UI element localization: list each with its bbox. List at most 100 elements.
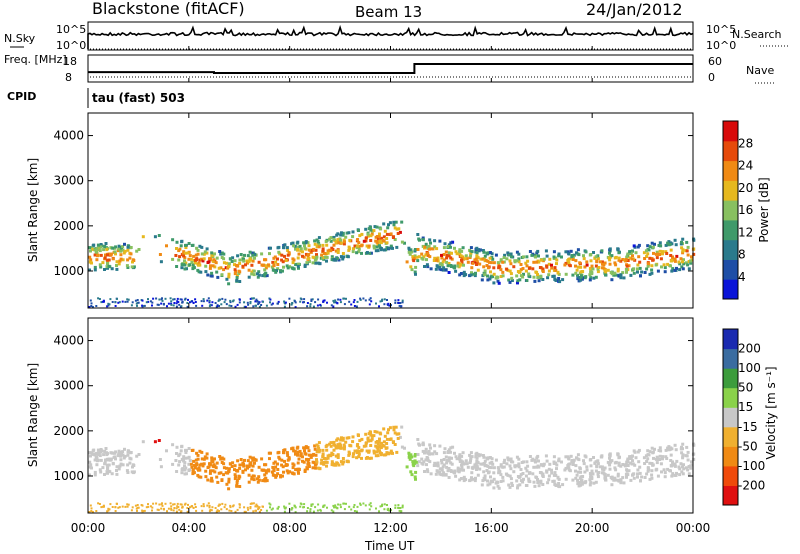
power-cell bbox=[175, 302, 178, 305]
velocity-cell bbox=[199, 475, 203, 479]
power-cell bbox=[175, 305, 178, 308]
velocity-cell bbox=[507, 483, 511, 487]
power-cell bbox=[574, 271, 578, 275]
power-cell bbox=[227, 282, 231, 286]
power-cell bbox=[272, 268, 276, 272]
power-cell bbox=[499, 268, 503, 272]
velocity-cell bbox=[517, 457, 521, 461]
velocity-cell bbox=[475, 464, 479, 468]
velocity-cell bbox=[324, 445, 328, 448]
velocity-cell bbox=[584, 480, 588, 484]
velocity-cell bbox=[217, 504, 220, 507]
velocity-cell bbox=[111, 451, 115, 455]
velocity-cell bbox=[445, 461, 449, 465]
velocity-cell bbox=[401, 506, 404, 509]
velocity-cell bbox=[674, 448, 678, 452]
velocity-cell bbox=[454, 474, 458, 478]
power-cell bbox=[463, 257, 467, 261]
power-cell bbox=[575, 251, 578, 255]
power-cell bbox=[425, 263, 429, 267]
freq-panel-frame bbox=[87, 54, 694, 83]
velocity-cell bbox=[398, 435, 402, 439]
velocity-cell bbox=[230, 465, 234, 468]
power-cell bbox=[555, 262, 558, 266]
velocity-cell bbox=[440, 468, 444, 472]
power-cell bbox=[171, 238, 175, 242]
velocity-cell bbox=[355, 456, 359, 460]
velocity-cell bbox=[313, 444, 317, 448]
power-cell bbox=[650, 268, 654, 272]
power-cell bbox=[355, 246, 359, 250]
power-cell bbox=[119, 253, 123, 257]
power-cell bbox=[232, 299, 235, 302]
velocity-cell bbox=[330, 463, 334, 467]
velocity-cell bbox=[453, 451, 456, 455]
power-cell bbox=[655, 250, 659, 254]
velocity-cell bbox=[589, 481, 593, 485]
power-cell bbox=[142, 305, 145, 308]
velocity-cell bbox=[379, 432, 383, 436]
velocity-cell bbox=[215, 475, 219, 479]
velocity-cell bbox=[636, 475, 639, 479]
power-cell bbox=[102, 300, 104, 303]
power-cell bbox=[157, 303, 160, 306]
power-cell bbox=[397, 299, 400, 302]
velocity-cell bbox=[208, 471, 212, 475]
power-cell bbox=[353, 244, 357, 248]
velocity-cell bbox=[654, 468, 658, 472]
velocity-cell bbox=[478, 467, 482, 471]
power-cell bbox=[525, 279, 529, 282]
power-cell bbox=[298, 244, 302, 248]
power-cell bbox=[414, 265, 418, 269]
velocity-cell bbox=[675, 459, 679, 463]
power-cell bbox=[238, 298, 241, 301]
power-cell bbox=[321, 249, 325, 253]
velocity-cell bbox=[245, 464, 249, 468]
power-cell bbox=[201, 259, 205, 263]
velocity-cell bbox=[118, 506, 121, 509]
colorbar-tick-label: 12 bbox=[738, 225, 753, 239]
velocity-cell bbox=[673, 443, 677, 447]
power-cell bbox=[301, 250, 304, 254]
power-cell bbox=[632, 267, 636, 271]
velocity-cell bbox=[252, 474, 256, 478]
power-cell bbox=[679, 257, 683, 261]
velocity-cell bbox=[162, 508, 165, 511]
velocity-cell bbox=[484, 463, 488, 467]
velocity-cell bbox=[99, 458, 103, 462]
power-cell bbox=[211, 264, 215, 268]
velocity-cell bbox=[385, 437, 389, 441]
velocity-cell bbox=[527, 479, 531, 483]
power-cell bbox=[200, 257, 204, 261]
velocity-cell bbox=[238, 466, 242, 470]
power-cell bbox=[569, 249, 573, 253]
power-cell bbox=[556, 271, 560, 275]
velocity-cell bbox=[531, 472, 535, 476]
power-cell bbox=[269, 298, 272, 301]
velocity-cell bbox=[123, 447, 126, 451]
velocity-cell bbox=[279, 474, 282, 478]
power-cell bbox=[376, 237, 380, 241]
velocity-cell bbox=[340, 436, 343, 440]
velocity-cell bbox=[482, 455, 486, 459]
power-cell bbox=[338, 237, 342, 241]
power-cell bbox=[235, 273, 239, 277]
power-cell bbox=[531, 267, 535, 271]
power-cell bbox=[272, 256, 276, 260]
velocity-cell bbox=[558, 485, 562, 489]
power-cell bbox=[130, 304, 133, 307]
power-cell bbox=[233, 259, 237, 263]
power-cell bbox=[537, 279, 541, 283]
velocity-cell bbox=[243, 510, 246, 513]
velocity-cell bbox=[564, 455, 568, 459]
velocity-cell bbox=[358, 439, 362, 443]
velocity-cell bbox=[204, 475, 208, 479]
power-cell bbox=[127, 298, 130, 301]
power-cell bbox=[481, 249, 485, 252]
power-cell bbox=[283, 243, 287, 247]
velocity-cell bbox=[426, 451, 430, 455]
velocity-cell bbox=[435, 469, 439, 473]
power-cell bbox=[183, 263, 187, 267]
velocity-cell bbox=[590, 469, 594, 473]
velocity-cell bbox=[250, 477, 254, 481]
